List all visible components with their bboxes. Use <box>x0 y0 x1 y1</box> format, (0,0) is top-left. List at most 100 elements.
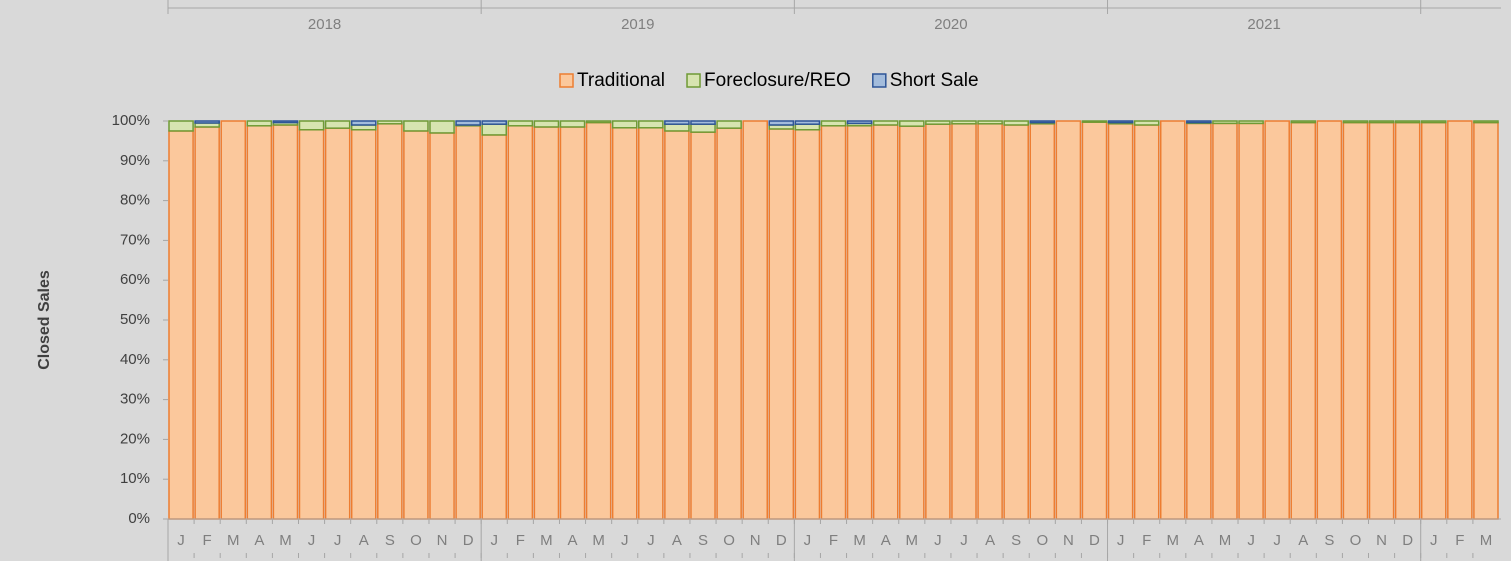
y-tick-label: 10% <box>120 470 150 487</box>
bar-segment <box>664 130 690 520</box>
bar-segment <box>1238 122 1264 520</box>
x-tick-label: J <box>1430 532 1438 549</box>
bar-segment <box>272 120 299 124</box>
bar-segment <box>1081 120 1108 123</box>
bar-segment <box>664 120 690 125</box>
x-tick-label: F <box>1142 532 1151 549</box>
bar-segment <box>1186 120 1212 124</box>
x-tick-label: N <box>1376 532 1387 549</box>
x-tick-label: M <box>279 532 292 549</box>
bar-segment <box>690 123 716 133</box>
bar-segment <box>1394 120 1421 124</box>
year-label: 2018 <box>308 16 341 33</box>
x-tick-label: F <box>1455 532 1464 549</box>
x-tick-label: O <box>1350 532 1362 549</box>
x-tick-label: A <box>1298 532 1308 549</box>
bar-segment <box>481 134 508 520</box>
bar-segment <box>1420 121 1447 520</box>
bar-segment <box>1473 120 1499 124</box>
bar-segment <box>611 120 638 129</box>
x-tick-label: J <box>1117 532 1125 549</box>
x-tick-label: A <box>985 532 995 549</box>
x-tick-label: O <box>723 532 735 549</box>
bar-segment <box>403 120 429 132</box>
bar-segment <box>481 123 508 136</box>
x-tick-label: J <box>647 532 655 549</box>
bar-segment <box>194 126 220 520</box>
x-tick-label: M <box>540 532 553 549</box>
bar-segment <box>1420 120 1447 124</box>
x-tick-label: A <box>359 532 369 549</box>
y-tick-label: 100% <box>112 112 150 129</box>
bar-segment <box>272 124 299 520</box>
bar-segment <box>1394 121 1421 520</box>
y-tick-label: 20% <box>120 430 150 447</box>
bar-segment <box>1003 124 1029 520</box>
bar-segment <box>455 120 481 126</box>
y-tick-label: 0% <box>128 510 150 527</box>
bar-segment <box>1290 121 1317 520</box>
bar-segment <box>1107 123 1134 520</box>
x-tick-label: O <box>410 532 422 549</box>
x-tick-label: S <box>698 532 708 549</box>
x-tick-label: D <box>463 532 474 549</box>
x-tick-label: M <box>227 532 240 549</box>
x-tick-label: M <box>1480 532 1493 549</box>
bar-segment <box>298 120 325 131</box>
x-tick-label: F <box>829 532 838 549</box>
bar-segment <box>324 127 351 520</box>
bar-segment <box>638 120 664 129</box>
bar-segment <box>690 120 716 125</box>
x-tick-label: N <box>1063 532 1074 549</box>
x-tick-label: J <box>621 532 629 549</box>
bar-segment <box>1447 120 1473 520</box>
legend-swatch <box>872 73 887 88</box>
bar-segment <box>1290 120 1317 124</box>
bar-segment <box>690 131 716 520</box>
x-tick-label: N <box>750 532 761 549</box>
bar-segment <box>846 120 873 125</box>
legend-label: Short Sale <box>890 70 979 91</box>
bar-segment <box>507 125 534 520</box>
bar-segment <box>716 120 742 129</box>
bar-segment <box>846 125 873 520</box>
year-label: 2020 <box>934 16 967 33</box>
bar-segment <box>872 124 899 520</box>
x-tick-label: M <box>592 532 605 549</box>
x-tick-label: N <box>437 532 448 549</box>
y-tick-label: 40% <box>120 351 150 368</box>
bar-segment <box>951 123 977 520</box>
x-tick-label: J <box>308 532 316 549</box>
year-label: 2019 <box>621 16 654 33</box>
bar-segment <box>1264 120 1290 520</box>
x-tick-label: F <box>516 532 525 549</box>
x-tick-label: O <box>1036 532 1048 549</box>
bar-segment <box>246 120 273 127</box>
bar-segment <box>559 120 586 128</box>
x-tick-label: S <box>385 532 395 549</box>
bar-segment <box>429 120 455 134</box>
bar-segment <box>168 130 194 520</box>
bar-segment <box>377 123 403 520</box>
bar-segment <box>794 120 821 125</box>
y-tick-label: 30% <box>120 391 150 408</box>
legend-label: Foreclosure/REO <box>704 70 851 91</box>
year-label: 2021 <box>1247 16 1280 33</box>
x-tick-label: D <box>1089 532 1100 549</box>
bar-segment <box>1003 120 1029 126</box>
bar-segment <box>1368 121 1395 520</box>
bar-segment <box>377 120 403 125</box>
x-tick-label: M <box>853 532 866 549</box>
x-tick-label: J <box>177 532 185 549</box>
bar-segment <box>1133 120 1160 126</box>
legend-swatch <box>559 73 574 88</box>
x-tick-label: A <box>254 532 264 549</box>
bar-segment <box>898 120 925 127</box>
bar-segment <box>1133 124 1160 520</box>
bar-segment <box>1081 121 1108 520</box>
bar-segment <box>559 126 586 520</box>
bar-segment <box>481 120 508 125</box>
x-tick-label: J <box>334 532 342 549</box>
bar-segment <box>194 120 220 124</box>
